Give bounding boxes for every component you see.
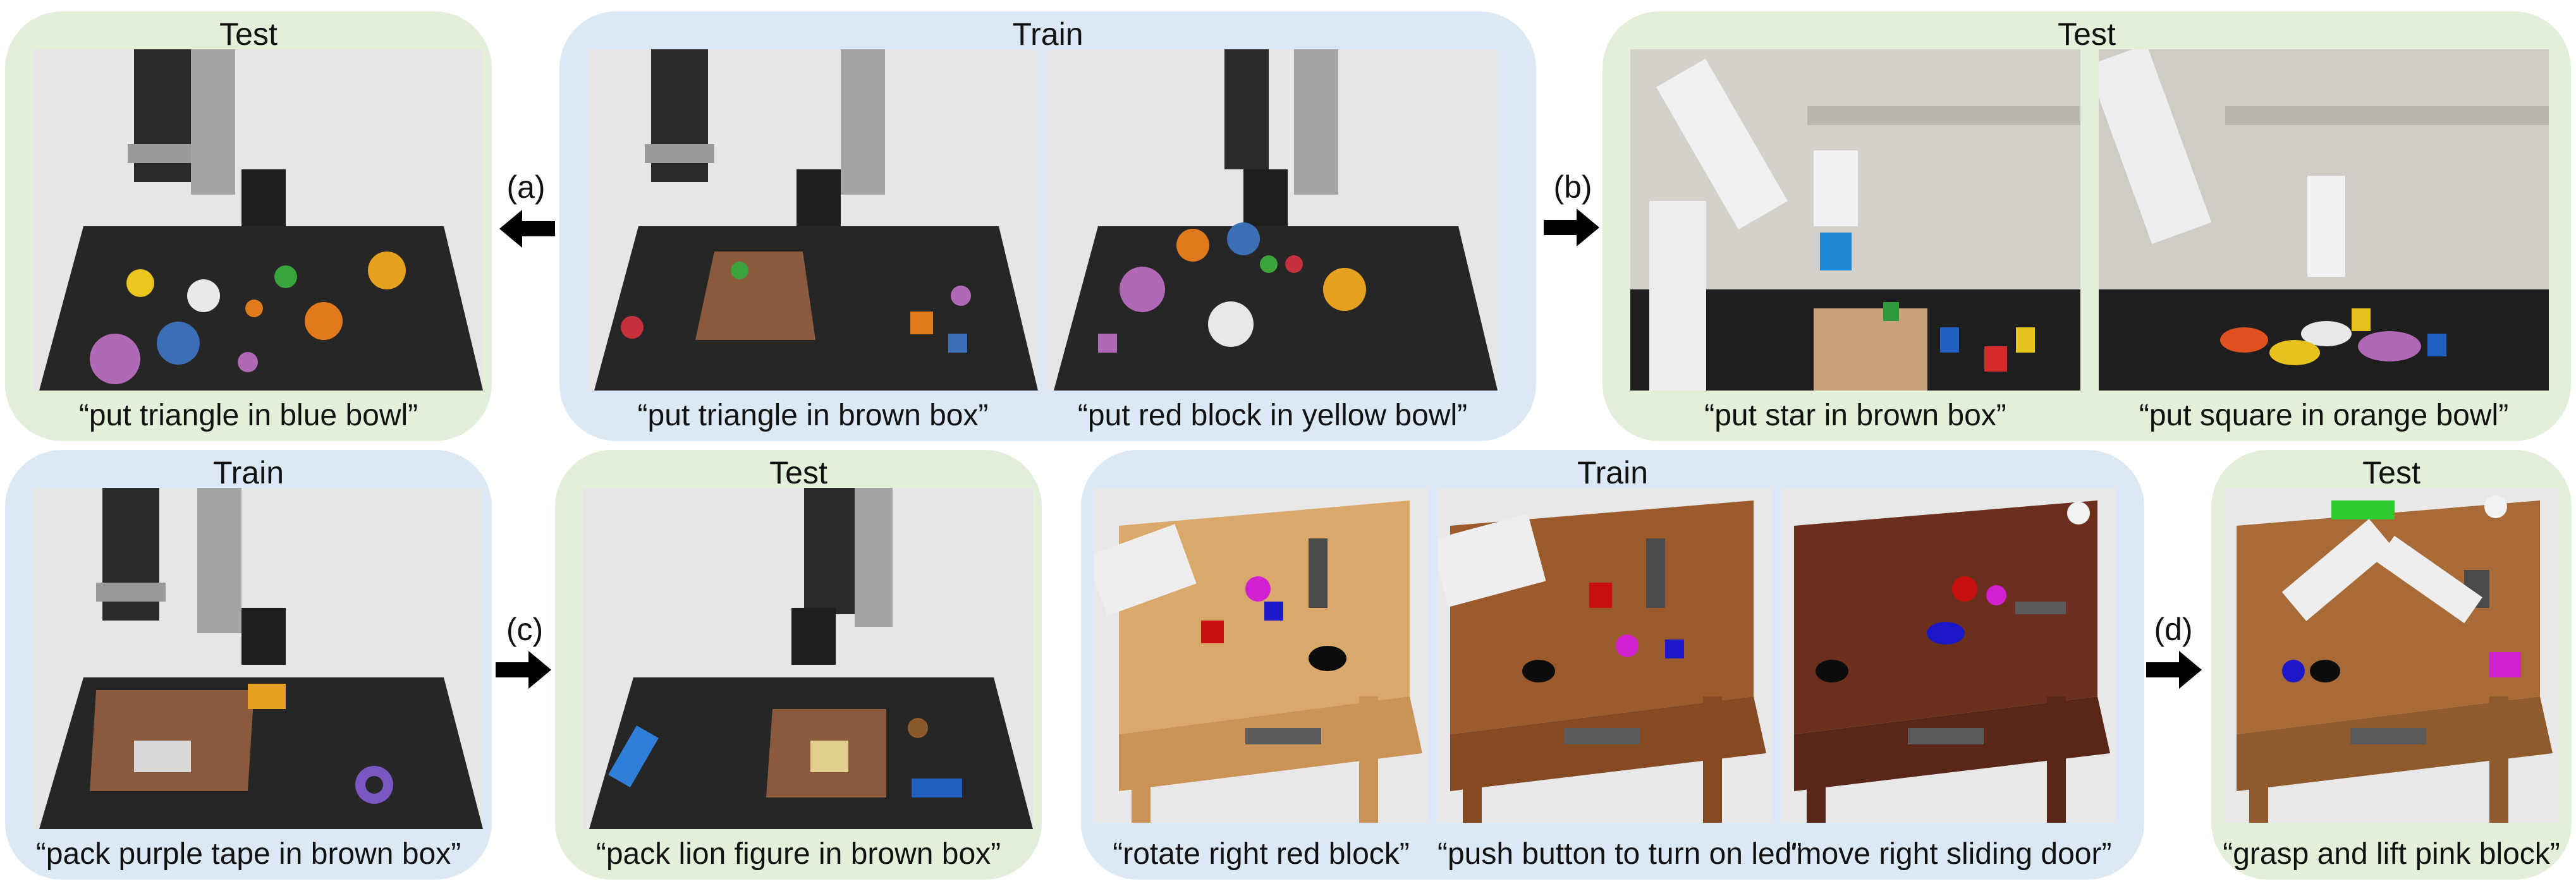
panel-title: Test	[2362, 455, 2420, 490]
sim-scene-image-1	[588, 49, 1038, 391]
panel-d-train: Train	[1081, 450, 2144, 880]
instruction-caption-3: “move right sliding door”	[1786, 837, 2112, 871]
sim-desk-image-3	[1781, 488, 2116, 823]
panel-c-test: Test “pack lion figure in brown box”	[555, 450, 1042, 880]
panel-title: Test	[219, 16, 278, 52]
instruction-caption-1: “rotate right red block”	[1113, 837, 1410, 871]
real-robot-photo-1	[1630, 49, 2080, 391]
left-arrow-icon	[499, 210, 555, 248]
right-arrow-icon	[1544, 209, 1599, 246]
right-arrow-icon	[2146, 651, 2202, 689]
sim-scene-image	[33, 49, 483, 391]
sim-desk-image-2	[1438, 488, 1773, 823]
sim-scene-image	[33, 488, 483, 829]
arrow-label-b: (b)	[1553, 169, 1592, 205]
instruction-caption: “put triangle in blue bowl”	[78, 399, 418, 432]
instruction-caption-1: “put star in brown box”	[1704, 399, 2006, 432]
panel-a-test: Test “put triangle in blue bowl”	[5, 11, 492, 441]
sim-desk-image	[2224, 488, 2559, 823]
panel-a-train: Train	[559, 11, 1536, 441]
instruction-caption: “grasp and lift pink block”	[2223, 837, 2560, 871]
arrow-label-c: (c)	[506, 612, 544, 647]
instruction-caption: “pack lion figure in brown box”	[595, 837, 1001, 871]
real-robot-photo-2	[2099, 49, 2549, 391]
panel-title: Test	[2058, 16, 2116, 52]
instruction-caption-2: “put square in orange bowl”	[2139, 399, 2509, 432]
instruction-caption: “pack purple tape in brown box”	[35, 837, 461, 871]
panel-c-train: Train “pack purple tape in brown box”	[5, 450, 492, 880]
sim-desk-image-1	[1094, 488, 1429, 823]
sim-scene-image-2	[1047, 49, 1498, 391]
panel-title: Test	[769, 455, 827, 490]
arrow-label-a: (a)	[506, 169, 546, 205]
panel-d-test: Test “grasp and lift pink block”	[2211, 450, 2572, 880]
sim-scene-image	[583, 488, 1033, 829]
panel-title: Train	[1012, 16, 1084, 52]
arrow-label-d: (d)	[2154, 612, 2193, 647]
panel-b-test: Test	[1602, 11, 2571, 441]
panel-title: Train	[1577, 455, 1649, 490]
instruction-caption-2: “push button to turn on led”	[1438, 837, 1802, 871]
right-arrow-icon	[496, 651, 551, 689]
instruction-caption-1: “put triangle in brown box”	[637, 399, 989, 432]
panel-title: Train	[212, 455, 284, 490]
instruction-caption-2: “put red block in yellow bowl”	[1077, 399, 1468, 432]
